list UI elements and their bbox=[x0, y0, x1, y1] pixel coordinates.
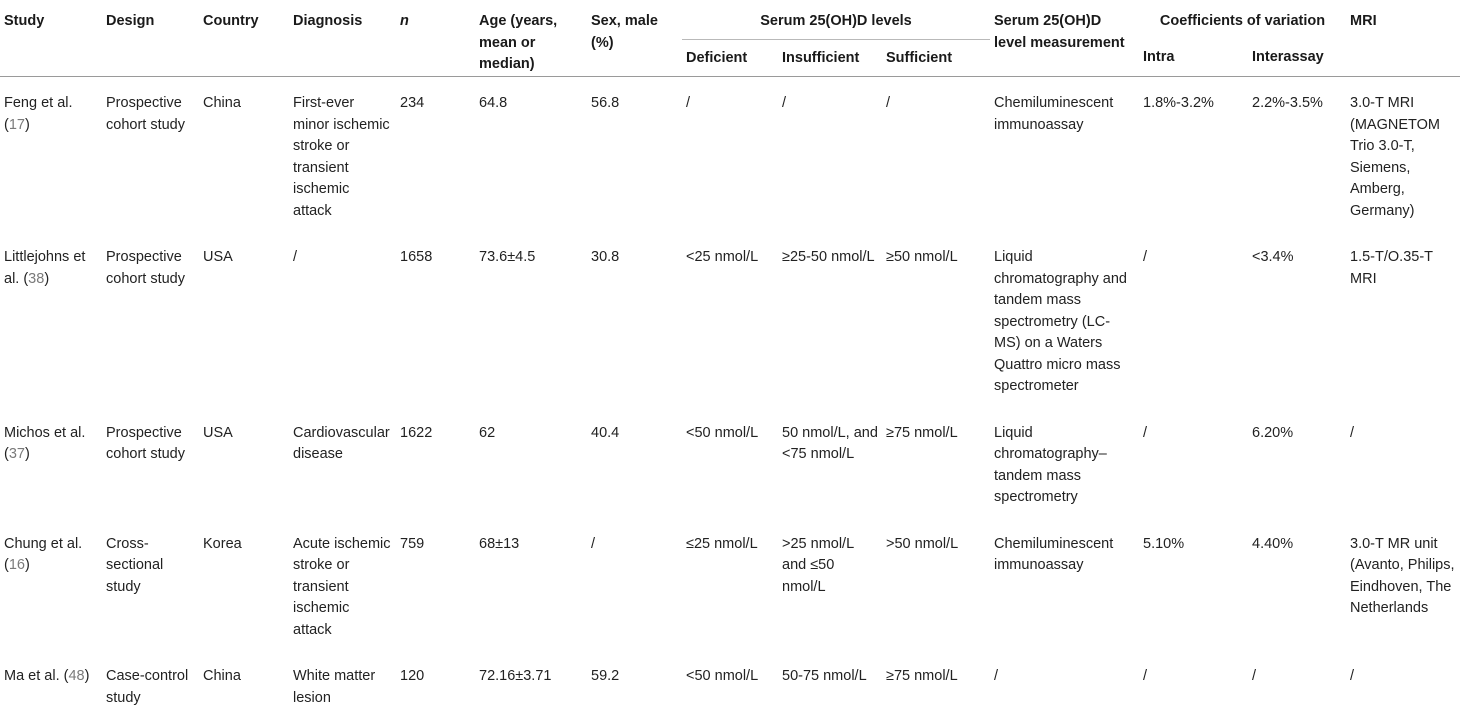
header-country: Country bbox=[199, 0, 289, 77]
header-design: Design bbox=[102, 0, 199, 77]
cell-deficient: <50 nmol/L bbox=[682, 650, 778, 718]
table-row: Michos et al. (37) Prospective cohort st… bbox=[0, 407, 1460, 518]
cell-interassay: 2.2%-3.5% bbox=[1248, 77, 1346, 232]
cell-design: Prospective cohort study bbox=[102, 77, 199, 232]
reference-link[interactable]: 16 bbox=[9, 557, 25, 573]
cell-deficient: <25 nmol/L bbox=[682, 231, 778, 407]
cell-sex: 59.2 bbox=[587, 650, 682, 718]
cell-study: Michos et al. (37) bbox=[0, 407, 102, 518]
cell-age: 64.8 bbox=[475, 77, 587, 232]
table-body: Feng et al. (17) Prospective cohort stud… bbox=[0, 77, 1460, 718]
cell-country: China bbox=[199, 650, 289, 718]
header-cv: Coefficients of variation bbox=[1139, 0, 1346, 39]
header-sufficient: Sufficient bbox=[882, 39, 990, 77]
cell-n: 120 bbox=[396, 650, 475, 718]
cell-measurement: Chemiluminescent immunoassay bbox=[990, 518, 1139, 651]
header-serum-levels: Serum 25(OH)D levels bbox=[682, 0, 990, 39]
cell-mri: / bbox=[1346, 407, 1460, 518]
header-intra: Intra bbox=[1139, 39, 1248, 77]
header-n: n bbox=[396, 0, 475, 77]
cell-n: 234 bbox=[396, 77, 475, 232]
cell-sufficient: ≥50 nmol/L bbox=[882, 231, 990, 407]
reference-link[interactable]: 17 bbox=[9, 117, 25, 133]
cell-insufficient: / bbox=[778, 77, 882, 232]
cell-intra: / bbox=[1139, 231, 1248, 407]
cell-design: Prospective cohort study bbox=[102, 407, 199, 518]
table-row: Ma et al. (48) Case-control study China … bbox=[0, 650, 1460, 718]
cell-study: Littlejohns et al. (38) bbox=[0, 231, 102, 407]
cell-measurement: Chemiluminescent immunoassay bbox=[990, 77, 1139, 232]
header-sex: Sex, male (%) bbox=[587, 0, 682, 77]
cell-interassay: 4.40% bbox=[1248, 518, 1346, 651]
cell-design: Prospective cohort study bbox=[102, 231, 199, 407]
cell-insufficient: >25 nmol/L and ≤50 nmol/L bbox=[778, 518, 882, 651]
cell-measurement: Liquid chromatography– tandem mass spect… bbox=[990, 407, 1139, 518]
cell-sex: 30.8 bbox=[587, 231, 682, 407]
cell-study: Chung et al. (16) bbox=[0, 518, 102, 651]
header-measurement: Serum 25(OH)D level measurement bbox=[990, 0, 1139, 77]
cell-sex: / bbox=[587, 518, 682, 651]
cell-intra: / bbox=[1139, 407, 1248, 518]
cell-interassay: 6.20% bbox=[1248, 407, 1346, 518]
cell-mri: 3.0-T MR unit (Avanto, Philips, Eindhove… bbox=[1346, 518, 1460, 651]
cell-interassay: <3.4% bbox=[1248, 231, 1346, 407]
header-deficient: Deficient bbox=[682, 39, 778, 77]
cell-insufficient: 50 nmol/L, and <75 nmol/L bbox=[778, 407, 882, 518]
cell-design: Case-control study bbox=[102, 650, 199, 718]
cell-measurement: Liquid chromatography and tandem mass sp… bbox=[990, 231, 1139, 407]
cell-study: Ma et al. (48) bbox=[0, 650, 102, 718]
cell-interassay: / bbox=[1248, 650, 1346, 718]
cell-insufficient: ≥25-50 nmol/L bbox=[778, 231, 882, 407]
cell-n: 1622 bbox=[396, 407, 475, 518]
cell-mri: 1.5-T/O.35-T MRI bbox=[1346, 231, 1460, 407]
cell-measurement: / bbox=[990, 650, 1139, 718]
cell-diagnosis: White matter lesion bbox=[289, 650, 396, 718]
header-study: Study bbox=[0, 0, 102, 77]
cell-deficient: ≤25 nmol/L bbox=[682, 518, 778, 651]
header-insufficient: Insufficient bbox=[778, 39, 882, 77]
cell-age: 73.6±4.5 bbox=[475, 231, 587, 407]
cell-sufficient: ≥75 nmol/L bbox=[882, 407, 990, 518]
cell-deficient: <50 nmol/L bbox=[682, 407, 778, 518]
cell-age: 72.16±3.71 bbox=[475, 650, 587, 718]
cell-country: Korea bbox=[199, 518, 289, 651]
cell-sufficient: / bbox=[882, 77, 990, 232]
table-row: Feng et al. (17) Prospective cohort stud… bbox=[0, 77, 1460, 232]
cell-diagnosis: / bbox=[289, 231, 396, 407]
reference-link[interactable]: 48 bbox=[68, 668, 84, 684]
cell-n: 1658 bbox=[396, 231, 475, 407]
cell-diagnosis: Acute ischemic stroke or transient ische… bbox=[289, 518, 396, 651]
cell-country: USA bbox=[199, 231, 289, 407]
cell-intra: / bbox=[1139, 650, 1248, 718]
cell-country: USA bbox=[199, 407, 289, 518]
cell-insufficient: 50-75 nmol/L bbox=[778, 650, 882, 718]
cell-sufficient: ≥75 nmol/L bbox=[882, 650, 990, 718]
cell-age: 62 bbox=[475, 407, 587, 518]
table-row: Chung et al. (16) Cross-sectional study … bbox=[0, 518, 1460, 651]
cell-intra: 5.10% bbox=[1139, 518, 1248, 651]
reference-link[interactable]: 37 bbox=[9, 446, 25, 462]
cell-n: 759 bbox=[396, 518, 475, 651]
cell-mri: / bbox=[1346, 650, 1460, 718]
cell-design: Cross-sectional study bbox=[102, 518, 199, 651]
cell-diagnosis: Cardiovascular disease bbox=[289, 407, 396, 518]
cell-sufficient: >50 nmol/L bbox=[882, 518, 990, 651]
cell-sex: 56.8 bbox=[587, 77, 682, 232]
cell-study: Feng et al. (17) bbox=[0, 77, 102, 232]
header-mri: MRI bbox=[1346, 0, 1460, 77]
cell-age: 68±13 bbox=[475, 518, 587, 651]
cell-diagnosis: First-ever minor ischemic stroke or tran… bbox=[289, 77, 396, 232]
cell-intra: 1.8%-3.2% bbox=[1139, 77, 1248, 232]
table-row: Littlejohns et al. (38) Prospective coho… bbox=[0, 231, 1460, 407]
table-header: Study Design Country Diagnosis n Age (ye… bbox=[0, 0, 1460, 77]
cell-sex: 40.4 bbox=[587, 407, 682, 518]
cell-mri: 3.0-T MRI (MAGNETOM Trio 3.0-T, Siemens,… bbox=[1346, 77, 1460, 232]
cell-country: China bbox=[199, 77, 289, 232]
reference-link[interactable]: 38 bbox=[28, 271, 44, 287]
header-age: Age (years, mean or median) bbox=[475, 0, 587, 77]
header-interassay: Interassay bbox=[1248, 39, 1346, 77]
header-diagnosis: Diagnosis bbox=[289, 0, 396, 77]
cell-deficient: / bbox=[682, 77, 778, 232]
